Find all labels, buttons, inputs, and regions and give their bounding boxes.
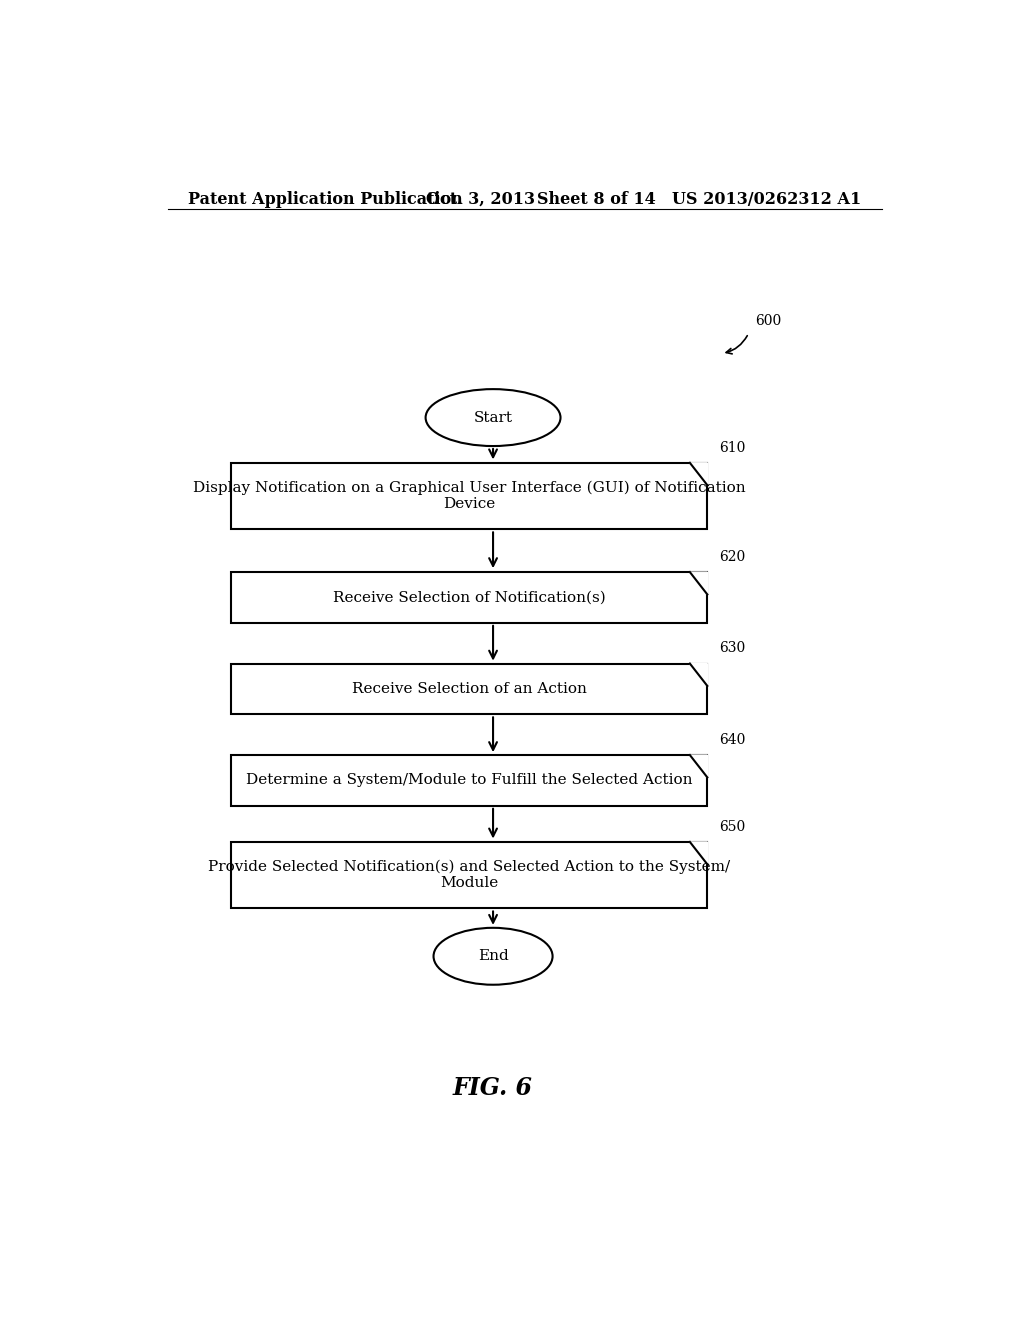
Text: 640: 640: [719, 733, 745, 747]
Polygon shape: [690, 664, 708, 686]
Ellipse shape: [433, 928, 553, 985]
Text: US 2013/0262312 A1: US 2013/0262312 A1: [672, 190, 861, 207]
Polygon shape: [690, 463, 708, 486]
Text: Determine a System/Module to Fulfill the Selected Action: Determine a System/Module to Fulfill the…: [246, 774, 692, 788]
Text: End: End: [477, 949, 509, 964]
Text: Oct. 3, 2013: Oct. 3, 2013: [426, 190, 535, 207]
Text: 610: 610: [719, 441, 745, 454]
Text: Sheet 8 of 14: Sheet 8 of 14: [537, 190, 655, 207]
Text: 620: 620: [719, 550, 745, 564]
Bar: [231, 842, 708, 908]
Text: Receive Selection of Notification(s): Receive Selection of Notification(s): [333, 590, 605, 605]
Bar: [231, 463, 708, 529]
Text: 650: 650: [719, 820, 745, 834]
Text: Patent Application Publication: Patent Application Publication: [187, 190, 462, 207]
Text: Receive Selection of an Action: Receive Selection of an Action: [352, 682, 587, 696]
Bar: [231, 664, 708, 714]
Text: 600: 600: [755, 314, 781, 329]
Bar: [231, 755, 708, 805]
Bar: [231, 572, 708, 623]
Ellipse shape: [426, 389, 560, 446]
Polygon shape: [690, 842, 708, 865]
Polygon shape: [690, 755, 708, 777]
Polygon shape: [690, 572, 708, 594]
Text: FIG. 6: FIG. 6: [453, 1076, 534, 1101]
Text: Display Notification on a Graphical User Interface (GUI) of Notification
Device: Display Notification on a Graphical User…: [193, 480, 745, 511]
Text: Provide Selected Notification(s) and Selected Action to the System/
Module: Provide Selected Notification(s) and Sel…: [208, 859, 730, 890]
Text: Start: Start: [473, 411, 513, 425]
Text: 630: 630: [719, 642, 745, 656]
